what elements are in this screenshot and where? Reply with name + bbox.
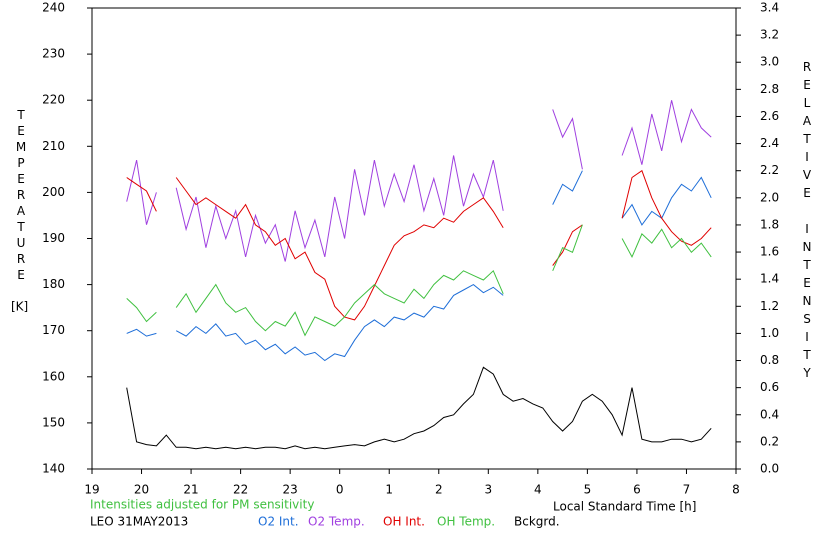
y2-tick-label: 1.2 <box>760 299 779 313</box>
x-tick-label: 1 <box>385 483 393 497</box>
annotation: Intensities adjusted for PM sensitivity <box>90 498 314 512</box>
data-line <box>126 100 712 262</box>
legend-entry: OH Int. <box>383 515 425 529</box>
y2-tick-label: 0.8 <box>760 353 779 367</box>
x-tick-label: 20 <box>134 483 149 497</box>
y-tick-label: 190 <box>42 231 65 245</box>
x-tick-label: 19 <box>84 483 99 497</box>
legend-entry: O2 Int. <box>258 515 299 529</box>
y-tick-label: 230 <box>42 47 65 61</box>
y-axis-label: TEMPERATURE <box>14 108 28 284</box>
y2-tick-label: 0.4 <box>760 407 779 421</box>
y-tick-label: 200 <box>42 185 65 199</box>
y2-axis-label: RELATIVE INTENSITY <box>800 60 814 384</box>
x-tick-label: 5 <box>584 483 592 497</box>
y-tick-label: 150 <box>42 415 65 429</box>
y2-tick-label: 2.4 <box>760 136 779 150</box>
data-line <box>126 224 712 337</box>
y-tick-label: 180 <box>42 277 65 291</box>
y2-tick-label: 3.4 <box>760 1 779 15</box>
y-tick-label: 170 <box>42 323 65 337</box>
x-tick-label: 8 <box>732 483 740 497</box>
y-axis-unit: [K] <box>11 300 28 314</box>
y2-tick-label: 1.8 <box>760 217 779 231</box>
x-tick-label: 23 <box>283 483 298 497</box>
x-tick-label: 6 <box>633 483 641 497</box>
y2-tick-label: 1.6 <box>760 245 779 259</box>
data-line <box>126 366 712 450</box>
y2-tick-label: 2.0 <box>760 190 779 204</box>
legend-entry: O2 Temp. <box>308 515 365 529</box>
y2-tick-label: 3.2 <box>760 28 779 42</box>
y2-tick-label: 0.6 <box>760 380 779 394</box>
x-tick-label: 7 <box>683 483 691 497</box>
y-tick-label: 160 <box>42 369 65 383</box>
x-axis-label: Local Standard Time [h] <box>553 500 696 514</box>
y2-tick-label: 0.0 <box>760 462 779 476</box>
y2-tick-label: 1.0 <box>760 326 779 340</box>
x-tick-label: 3 <box>484 483 492 497</box>
x-tick-label: 22 <box>233 483 248 497</box>
data-line <box>126 170 712 362</box>
y-tick-label: 240 <box>42 1 65 15</box>
y2-tick-label: 0.2 <box>760 434 779 448</box>
x-tick-label: 2 <box>435 483 443 497</box>
legend-entry: OH Temp. <box>437 515 495 529</box>
y-tick-label: 210 <box>42 139 65 153</box>
data-line <box>126 169 712 321</box>
y-tick-label: 140 <box>42 462 65 476</box>
x-tick-label: 21 <box>183 483 198 497</box>
y2-tick-label: 1.4 <box>760 272 779 286</box>
x-tick-label: 4 <box>534 483 542 497</box>
y-tick-label: 220 <box>42 93 65 107</box>
y2-tick-label: 2.6 <box>760 109 779 123</box>
y2-tick-label: 3.0 <box>760 55 779 69</box>
annotation: LEO 31MAY2013 <box>90 515 188 529</box>
legend-entry: Bckgrd. <box>514 515 560 529</box>
y2-tick-label: 2.2 <box>760 163 779 177</box>
y2-tick-label: 2.8 <box>760 82 779 96</box>
x-tick-label: 0 <box>336 483 344 497</box>
